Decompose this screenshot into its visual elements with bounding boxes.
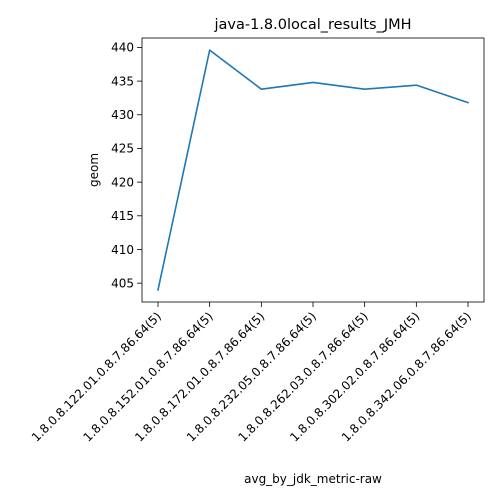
x-axis-title: avg_by_jdk_metric-raw (244, 472, 382, 486)
y-tick-label: 415 (111, 209, 134, 223)
y-tick-label: 440 (111, 41, 134, 55)
series-line (157, 49, 470, 291)
y-tick-label: 425 (111, 142, 134, 156)
plot-frame (141, 37, 485, 303)
y-tick-label: 435 (111, 74, 134, 88)
y-tick-label: 405 (111, 276, 134, 290)
y-tick-label: 430 (111, 108, 134, 122)
y-axis-title: geom (87, 153, 101, 187)
chart-title: java-1.8.0local_results_JMH (213, 17, 411, 33)
plot-area: 4054104154204254304354401.8.0.8.122.01.0… (29, 37, 485, 445)
y-tick-label: 410 (111, 243, 134, 257)
y-tick-label: 420 (111, 175, 134, 189)
